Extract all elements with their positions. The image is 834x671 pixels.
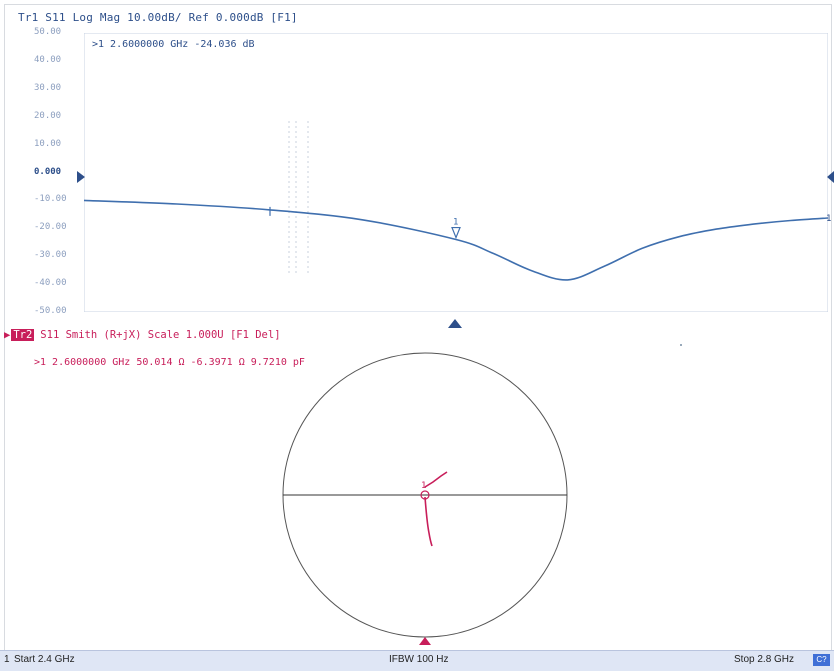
y-tick-label: 40.00: [34, 54, 62, 65]
plot1-frame: [84, 33, 828, 312]
logmag-plot[interactable]: 1: [84, 33, 828, 312]
smith-marker-circle: [420, 490, 430, 500]
y-tick-label: 50.00: [34, 27, 62, 37]
trace1-title[interactable]: Tr1 S11 Log Mag 10.00dB/ Ref 0.000dB [F1…: [18, 11, 298, 24]
stray-dot: [680, 344, 682, 346]
status-stop-frequency[interactable]: Stop 2.8 GHz: [734, 654, 795, 665]
trace1-marker-readout: >1 2.6000000 GHz -24.036 dB: [92, 39, 255, 50]
trace2-title: S11 Smith (R+jX) Scale 1.000U [F1 Del]: [40, 329, 281, 341]
smith-trace-upper: [424, 471, 448, 488]
active-trace-arrow-icon: ▶: [4, 329, 11, 341]
status-channel: 1: [4, 654, 10, 665]
y-tick-label: -40.00: [34, 278, 67, 289]
smith-marker-label: 1: [421, 481, 426, 491]
trace2-marker-readout: >1 2.6000000 GHz 50.014 Ω -6.3971 Ω 9.72…: [34, 357, 305, 368]
plot1-faint-markers: [288, 121, 309, 273]
trace2-header[interactable]: ▶ Tr2 S11 Smith (R+jX) Scale 1.000U [F1 De…: [4, 329, 281, 341]
y-tick-label: 20.00: [34, 110, 62, 121]
y-tick-label: 10.00: [34, 138, 62, 149]
trace1-position-triangle-icon: [448, 319, 462, 328]
trace2-badge[interactable]: Tr2: [11, 329, 35, 341]
ref-arrow-left-icon[interactable]: [77, 171, 85, 183]
status-bar: 1 Start 2.4 GHz IFBW 100 Hz Stop 2.8 GHz…: [0, 650, 834, 671]
smith-trace-lower: [424, 496, 433, 547]
y-tick-label: -10.00: [34, 194, 67, 205]
smith-position-triangle-icon: [419, 637, 431, 645]
y-tick-label: -50.00: [34, 306, 67, 316]
trace1-marker: 1: [269, 206, 461, 240]
status-start-frequency[interactable]: Start 2.4 GHz: [14, 654, 75, 665]
status-ifbw[interactable]: IFBW 100 Hz: [389, 654, 449, 665]
svg-text:1: 1: [826, 214, 831, 222]
ref-arrow-right-icon[interactable]: [827, 171, 834, 183]
y-tick-label: 30.00: [34, 82, 62, 93]
trace1-line: [84, 199, 828, 281]
marker-1-label: 1: [453, 218, 458, 228]
status-channel-badge[interactable]: C?: [813, 654, 830, 666]
trace1-end-marker-icon: 1: [826, 214, 831, 222]
y-tick-label: 0.000: [34, 166, 62, 177]
smith-chart[interactable]: 1: [275, 345, 580, 650]
marker-1-symbol: [451, 226, 461, 240]
y-tick-label: -30.00: [34, 250, 67, 261]
y-tick-label: -20.00: [34, 222, 67, 233]
